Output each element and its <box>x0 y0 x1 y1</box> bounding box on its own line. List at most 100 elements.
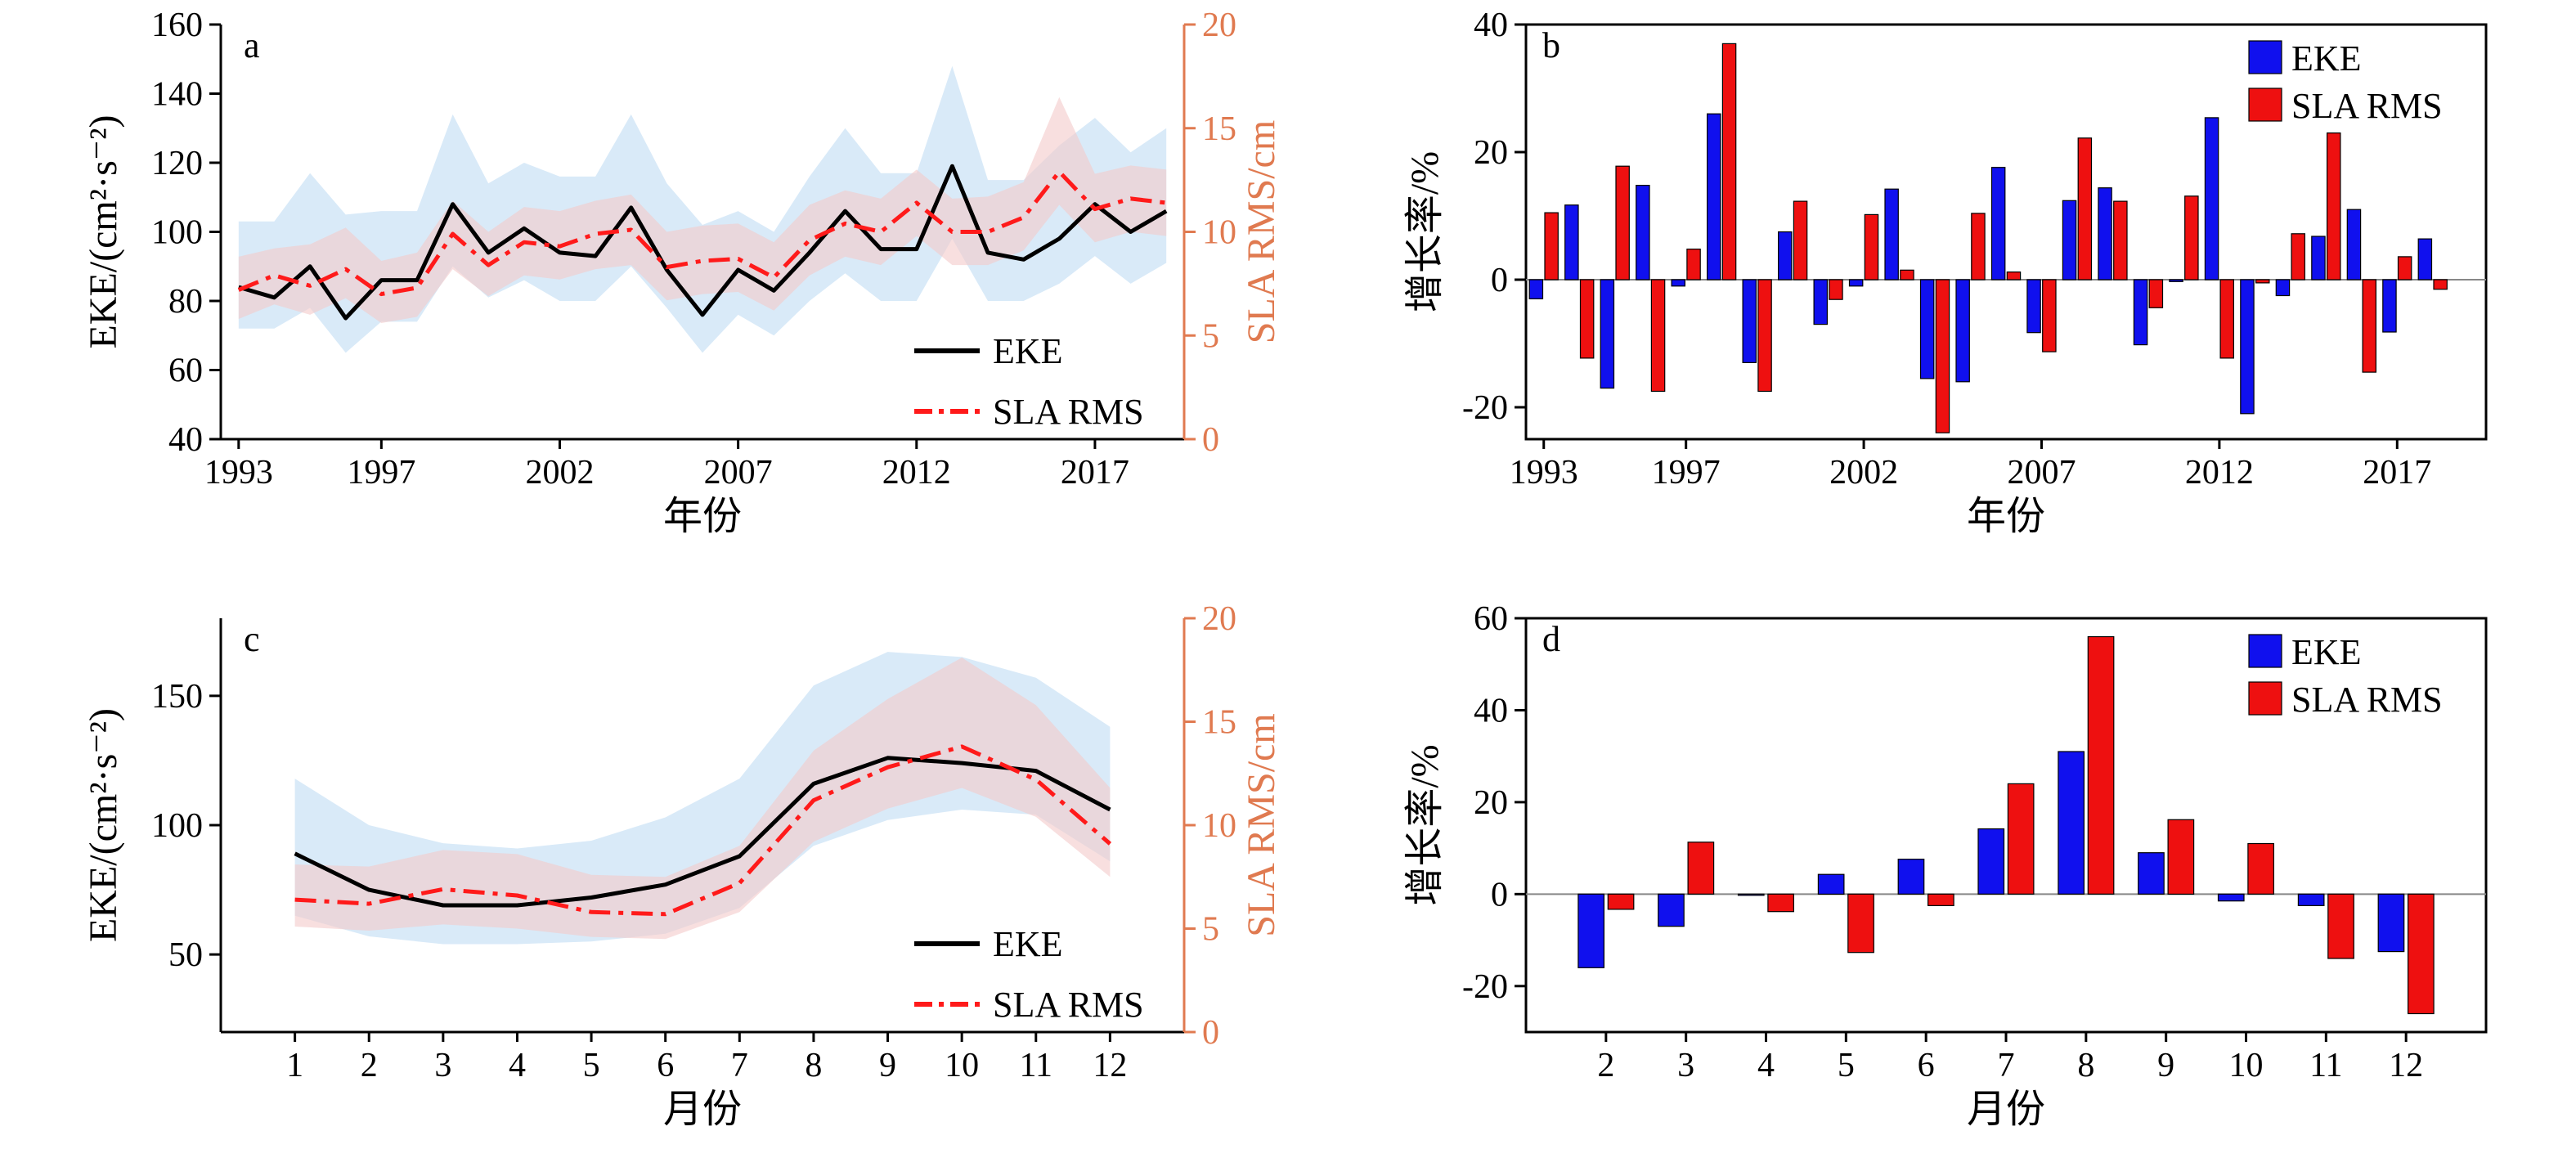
sla-bar <box>2167 819 2195 895</box>
x-tick-label: 1997 <box>1652 454 1721 491</box>
x-tick-label: 9 <box>879 1047 896 1084</box>
y-tick-label: -20 <box>1462 968 1508 1006</box>
chart-panel-a: 40 60 80 100 120 140 160 0 5 10 15 20 1993 1997 2002 20… <box>82 7 1283 538</box>
y-right-tick-label: 0 <box>1202 1014 1219 1052</box>
legend-sla-label: SLA RMS <box>2291 86 2443 126</box>
x-tick-label: 1993 <box>204 454 273 491</box>
sla-bar <box>2247 842 2274 895</box>
x-tick-label: 8 <box>805 1047 822 1084</box>
sla-bar <box>1757 279 1772 393</box>
y-tick-label: 0 <box>1491 262 1508 299</box>
sla-bar <box>2007 783 2035 895</box>
sla-bar <box>1928 893 1954 907</box>
eke-bar <box>1600 279 1615 389</box>
eke-bar <box>1955 279 1970 383</box>
eke-bar <box>1817 873 1845 895</box>
sla-series-line <box>237 169 1167 297</box>
y-right-axis-label: SLA RMS/cm <box>1240 120 1283 343</box>
eke-bar <box>2297 893 2325 907</box>
y-left-axis-label: EKE/(cm²·s⁻²) <box>82 708 125 942</box>
sla-bar <box>2327 893 2354 959</box>
sla-bar <box>1829 279 1843 300</box>
y-axis-label: 增长率/% <box>1403 151 1447 312</box>
y-right-tick-label: 10 <box>1202 807 1236 845</box>
sla-bar <box>1767 893 1794 913</box>
legend-eke-label: EKE <box>2291 38 2362 79</box>
x-tick-label: 5 <box>583 1047 600 1084</box>
sla-bar <box>1847 893 1874 954</box>
x-tick-label: 2017 <box>2363 454 2431 491</box>
x-tick-label: 10 <box>945 1047 979 1084</box>
sla-bar <box>1935 279 1950 433</box>
sla-bar <box>2184 195 2199 281</box>
eke-bar <box>1528 279 1544 299</box>
y-left-tick-label: 60 <box>168 352 203 390</box>
eke-bar <box>2240 279 2255 415</box>
eke-bar <box>1813 279 1829 325</box>
plot-frame <box>1524 23 2488 441</box>
eke-bar <box>2377 893 2405 953</box>
eke-bar <box>1884 188 1899 281</box>
sla-range-band <box>238 96 1167 323</box>
sla-bar <box>2362 279 2377 373</box>
eke-bar <box>1564 204 1579 281</box>
x-axis-label: 月份 <box>663 1088 742 1131</box>
x-tick-label: 2012 <box>882 454 951 491</box>
y-left-tick-label: 40 <box>168 421 203 459</box>
eke-bar <box>1671 279 1685 287</box>
sla-bar <box>1686 249 1701 281</box>
panel-letter: a <box>244 25 260 65</box>
eke-bar <box>2417 238 2433 281</box>
eke-bar <box>2098 187 2112 281</box>
eke-bar <box>1742 279 1757 364</box>
eke-bar <box>1977 828 2005 895</box>
x-tick-label: 4 <box>1757 1047 1775 1084</box>
y-tick-label: 20 <box>1474 134 1508 172</box>
legend-eke-label: EKE <box>993 331 1063 371</box>
eke-series-line <box>294 756 1111 908</box>
sla-bar <box>2042 279 2057 352</box>
y-left-tick-label: 140 <box>151 76 203 114</box>
x-tick-label: 6 <box>657 1047 674 1084</box>
chart-panel-b: -20 0 20 40 1993 1997 2002 2007 2012 2017 b 年份 增长率/%… <box>1403 7 2488 538</box>
eke-bar <box>2026 279 2041 334</box>
y-left-tick-label: 100 <box>151 807 203 845</box>
sla-bar <box>1579 279 1595 359</box>
y-tick-label: 60 <box>1474 600 1508 638</box>
sla-series-line <box>294 744 1112 917</box>
x-axis-label: 年份 <box>1967 495 2045 538</box>
eke-bar <box>1737 893 1765 896</box>
sla-bar <box>1607 893 1635 910</box>
legend-sla-label: SLA RMS <box>993 985 1144 1025</box>
eke-bar <box>2058 751 2085 895</box>
y-right-tick-label: 20 <box>1202 600 1236 638</box>
eke-bar <box>1897 858 1925 895</box>
x-tick-label: 12 <box>2389 1047 2423 1084</box>
x-tick-label: 2007 <box>2007 454 2076 491</box>
x-tick-label: 11 <box>2309 1047 2342 1084</box>
x-tick-label: 10 <box>2229 1047 2264 1084</box>
y-left-tick-label: 160 <box>151 7 203 44</box>
x-tick-label: 2 <box>361 1047 378 1084</box>
panel-letter: b <box>1542 25 1560 65</box>
eke-bar <box>2138 852 2165 895</box>
x-tick-label: 5 <box>1838 1047 1855 1084</box>
eke-bar <box>1707 113 1721 281</box>
eke-bar <box>1577 893 1605 968</box>
legend-sla-label: SLA RMS <box>993 392 1144 432</box>
y-right-axis-label: SLA RMS/cm <box>1240 713 1283 936</box>
x-axis-label: 年份 <box>663 495 742 538</box>
y-tick-label: 40 <box>1474 692 1508 729</box>
eke-bar <box>2275 279 2291 297</box>
sla-bar <box>1793 200 1808 281</box>
eke-bar <box>2346 209 2362 281</box>
sla-bar <box>1544 212 1559 281</box>
sla-bar <box>2077 137 2093 281</box>
sla-bar <box>2327 132 2341 281</box>
eke-bar <box>1919 279 1935 379</box>
chart-panel-d: -20 0 20 40 60 2 3 4 5 6 7 8 9 10 11 12 d 月份 增长率/% EKE SLA R… <box>1403 600 2488 1131</box>
y-left-tick-label: 50 <box>168 936 203 974</box>
sla-bar <box>2408 893 2435 1015</box>
sla-bar <box>2433 279 2448 290</box>
